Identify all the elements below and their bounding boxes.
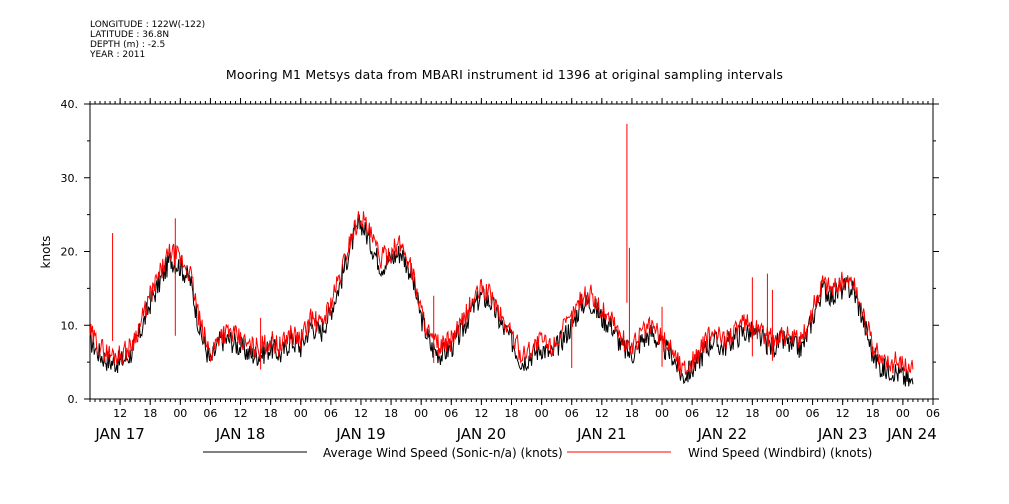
x-tick-label: 06 <box>806 407 820 420</box>
y-tick-label: 0. <box>68 393 79 406</box>
x-tick-label: 06 <box>203 407 217 420</box>
y-axis-label: knots <box>39 236 53 269</box>
x-tick-label: 06 <box>444 407 458 420</box>
plot-frame <box>89 103 934 400</box>
x-tick-label: 00 <box>655 407 669 420</box>
x-tick-label: 06 <box>926 407 940 420</box>
y-tick-label: 20. <box>61 246 79 259</box>
y-tick-label: 30. <box>61 172 79 185</box>
x-tick-label: 00 <box>775 407 789 420</box>
series-line-sonic <box>89 214 914 387</box>
x-tick-label: 18 <box>505 407 519 420</box>
latitude-label: LATITUDE : 36.8N <box>90 30 170 40</box>
day-label: JAN 20 <box>456 425 507 443</box>
y-tick-label: 10. <box>61 319 79 332</box>
x-tick-label: 18 <box>745 407 759 420</box>
x-tick-label: 12 <box>234 407 248 420</box>
day-label: JAN 17 <box>94 425 145 443</box>
x-tick-label: 18 <box>866 407 880 420</box>
x-tick-label: 12 <box>836 407 850 420</box>
year-label: YEAR : 2011 <box>90 50 146 60</box>
metadata-block: LONGITUDE : 122W(-122) LATITUDE : 36.8N … <box>90 20 205 60</box>
day-label: JAN 21 <box>576 425 627 443</box>
x-tick-label: 12 <box>715 407 729 420</box>
x-tick-label: 00 <box>896 407 910 420</box>
day-label: JAN 19 <box>335 425 386 443</box>
day-label: JAN 22 <box>697 425 748 443</box>
day-label: JAN 23 <box>817 425 868 443</box>
x-tick-label: 06 <box>685 407 699 420</box>
x-tick-label: 18 <box>264 407 278 420</box>
x-tick-label: 18 <box>625 407 639 420</box>
longitude-label: LONGITUDE : 122W(-122) <box>90 20 206 30</box>
day-label: JAN 18 <box>215 425 266 443</box>
series-line-windbird <box>89 211 914 377</box>
depth-label: DEPTH (m) : -2.5 <box>90 40 166 50</box>
x-tick-label: 12 <box>474 407 488 420</box>
x-tick-label: 06 <box>324 407 338 420</box>
x-tick-label: 00 <box>535 407 549 420</box>
x-tick-label: 00 <box>414 407 428 420</box>
x-tick-label: 06 <box>565 407 579 420</box>
x-tick-label: 18 <box>384 407 398 420</box>
x-tick-label: 00 <box>294 407 308 420</box>
chart-title: Mooring M1 Metsys data from MBARI instru… <box>225 67 784 82</box>
day-label: JAN 24 <box>886 425 937 443</box>
x-tick-label: 12 <box>113 407 127 420</box>
x-tick-label: 00 <box>173 407 187 420</box>
x-tick-label: 18 <box>143 407 157 420</box>
y-tick-label: 40. <box>61 98 79 111</box>
x-tick-label: 12 <box>354 407 368 420</box>
x-tick-label: 12 <box>595 407 609 420</box>
